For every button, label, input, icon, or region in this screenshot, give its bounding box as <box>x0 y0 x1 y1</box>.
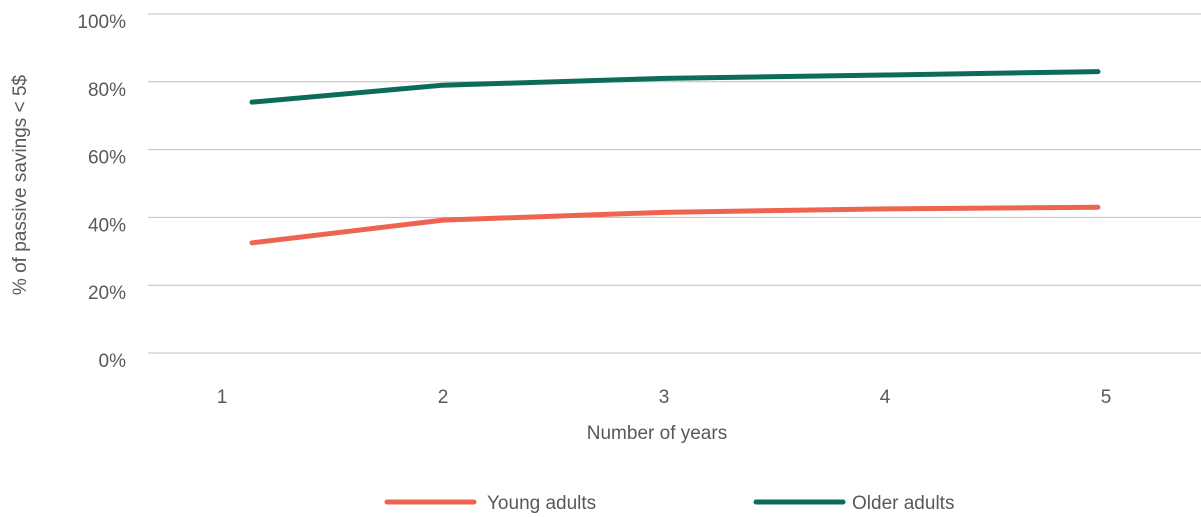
y-tick-label: 100% <box>77 12 126 33</box>
y-axis-title: % of passive savings < 5$ <box>10 74 31 295</box>
y-tick-label: 60% <box>88 148 126 169</box>
x-axis-tick-labels: 1 2 3 4 5 <box>217 387 1112 408</box>
series-line-young-adults <box>249 204 1101 246</box>
series-line-older-adults <box>249 69 1101 105</box>
x-tick-label: 1 <box>217 387 228 408</box>
x-tick-label: 3 <box>659 387 670 408</box>
legend-label: Older adults <box>852 493 954 514</box>
legend: Young adults Older adults <box>384 493 954 514</box>
series-lines <box>249 69 1101 246</box>
y-tick-label: 40% <box>88 215 126 236</box>
y-tick-label: 20% <box>88 283 126 304</box>
y-tick-label: 80% <box>88 80 126 101</box>
x-tick-label: 5 <box>1101 387 1112 408</box>
y-axis-tick-labels: 0% 20% 40% 60% 80% 100% <box>77 12 126 372</box>
y-tick-label: 0% <box>99 351 127 372</box>
x-tick-label: 4 <box>880 387 891 408</box>
legend-label: Young adults <box>487 493 596 514</box>
gridlines <box>148 13 1201 354</box>
x-tick-label: 2 <box>438 387 449 408</box>
x-axis-title: Number of years <box>587 423 727 444</box>
